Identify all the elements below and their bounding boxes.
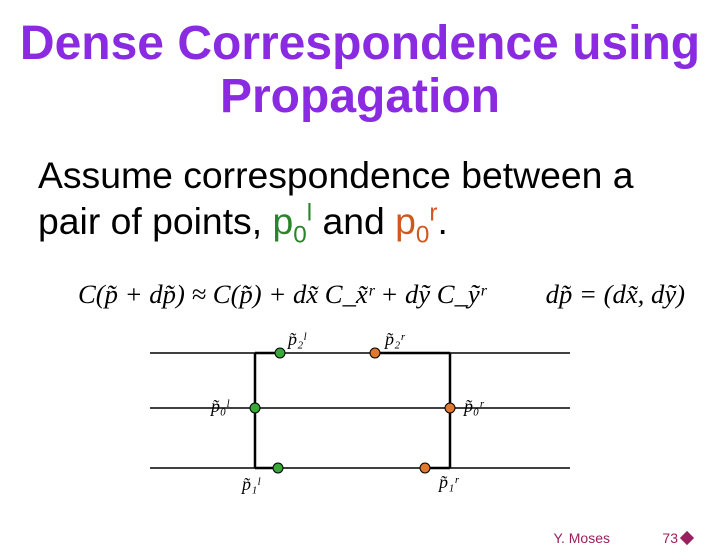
svg-text:p̃₁ˡ: p̃₁ˡ xyxy=(240,474,261,494)
subtitle-text: Assume correspondence between a pair of … xyxy=(38,152,692,251)
title-line2: Propagation xyxy=(220,70,500,123)
p0r-symbol: p0r xyxy=(395,200,437,242)
svg-text:p̃₁ʳ: p̃₁ʳ xyxy=(437,472,459,492)
svg-text:p̃₀ʳ: p̃₀ʳ xyxy=(462,396,484,416)
svg-text:p̃₂ˡ: p̃₂ˡ xyxy=(286,329,307,349)
subtitle-suffix: . xyxy=(438,200,448,242)
svg-text:p̃₂ʳ: p̃₂ʳ xyxy=(383,329,405,349)
title-line1: Dense Correspondence using xyxy=(20,17,700,70)
slide-title: Dense Correspondence using Propagation xyxy=(0,18,720,124)
propagation-diagram: p̃₂ˡ p̃₀ˡ p̃₁ˡ p̃₂ʳ p̃₀ʳ p̃₁ʳ xyxy=(150,318,570,498)
formula-row: C(p̃ + dp̃) ≈ C(p̃) + dx̃ C_x̃ʳ + dỹ C_ỹ… xyxy=(78,279,720,310)
diagram-svg: p̃₂ˡ p̃₀ˡ p̃₁ˡ p̃₂ʳ p̃₀ʳ p̃₁ʳ xyxy=(150,318,570,498)
p0l-symbol: p0l xyxy=(272,200,312,242)
footer-author: Y. Moses xyxy=(553,530,610,546)
formula-left: C(p̃ + dp̃) ≈ C(p̃) + dx̃ C_x̃ʳ + dỹ C_ỹ… xyxy=(78,279,486,310)
formula-right: dp̃ = (dx̃, dỹ) xyxy=(546,279,685,310)
page-number: 73 xyxy=(662,530,678,546)
footer-page: 73 xyxy=(662,530,692,546)
subtitle-mid: and xyxy=(312,200,395,242)
svg-text:p̃₀ˡ: p̃₀ˡ xyxy=(209,396,230,416)
diamond-icon xyxy=(680,531,694,545)
